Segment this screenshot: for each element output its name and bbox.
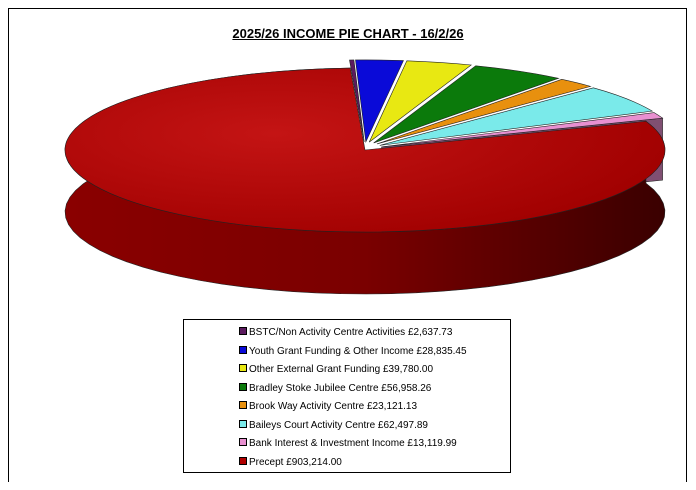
legend-item: Youth Grant Funding & Other Income £28,8… — [239, 344, 467, 360]
legend-label: Other External Grant Funding £39,780.00 — [249, 364, 434, 375]
legend-swatch — [239, 456, 247, 465]
legend-item: Bradley Stoke Jubilee Centre £56,958.26 — [239, 381, 431, 397]
slice-2-top — [368, 60, 473, 143]
legend-label: Brook Way Activity Centre £23,121.13 — [249, 401, 418, 412]
legend-swatch — [239, 438, 247, 446]
legend-item: Precept £903,214.00 — [239, 455, 342, 471]
slice-6-top — [381, 112, 664, 148]
legend-label: Precept £903,214.00 — [249, 456, 342, 468]
legend-label: Bradley Stoke Jubilee Centre £56,958.26 — [249, 382, 432, 394]
legend-label: Bank Interest & Investment Income £13,11… — [249, 438, 457, 449]
pie-chart — [64, 59, 666, 295]
legend-swatch — [239, 364, 247, 372]
legend-label: Youth Grant Funding & Other Income £28,8… — [249, 345, 467, 357]
legend-label: Baileys Court Activity Centre £62,497.89 — [249, 419, 428, 431]
legend-item: Brook Way Activity Centre £23,121.13 — [239, 399, 417, 415]
legend-swatch — [239, 401, 247, 409]
legend-item: Bank Interest & Investment Income £13,11… — [239, 436, 457, 452]
slice-3-top — [373, 65, 560, 144]
chart-title: 2025/26 INCOME PIE CHART - 16/2/26 — [232, 26, 464, 41]
legend-item: BSTC/Non Activity Centre Activities £2,6… — [239, 325, 452, 341]
slice-4-top — [376, 79, 592, 145]
legend-swatch — [239, 327, 247, 335]
slice-7-top — [64, 67, 666, 233]
legend-swatch — [239, 382, 247, 391]
legend-item: Other External Grant Funding £39,780.00 — [239, 362, 433, 378]
slice-0-top — [349, 59, 365, 142]
chart-frame — [8, 8, 687, 482]
legend-swatch — [239, 345, 247, 354]
legend-label: BSTC/Non Activity Centre Activities £2,6… — [249, 327, 453, 338]
legend-swatch — [239, 419, 247, 428]
chart-legend: BSTC/Non Activity Centre Activities £2,6… — [183, 319, 511, 473]
slice-5-top — [379, 87, 654, 146]
legend-item: Baileys Court Activity Centre £62,497.89 — [239, 418, 428, 434]
slice-1-top — [355, 59, 404, 143]
